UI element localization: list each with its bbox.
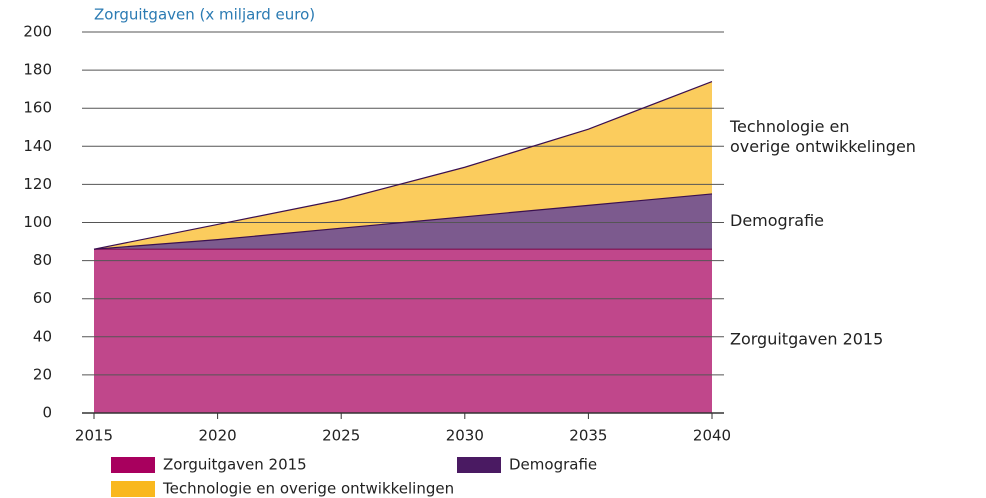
- legend-label: Technologie en overige ontwikkelingen: [162, 480, 454, 498]
- y-tick-label: 140: [23, 137, 52, 155]
- legend-swatch: [457, 457, 501, 473]
- area-edge: [93, 80, 713, 250]
- y-tick-label: 120: [23, 175, 52, 193]
- area: [94, 193, 712, 250]
- annotation: overige ontwikkelingen: [730, 137, 916, 156]
- area: [94, 81, 712, 250]
- legend-swatch: [111, 481, 155, 497]
- legend-label: Zorguitgaven 2015: [163, 456, 307, 474]
- legend-swatch: [111, 457, 155, 473]
- y-tick-label: 200: [23, 23, 52, 41]
- y-tick-label: 160: [23, 99, 52, 117]
- y-tick-label: 180: [23, 61, 52, 79]
- annotation: Zorguitgaven 2015: [730, 330, 883, 349]
- area: [94, 249, 712, 413]
- x-tick-label: 2035: [569, 427, 607, 445]
- y-tick-label: 0: [42, 404, 52, 422]
- y-tick-label: 100: [23, 213, 52, 231]
- y-tick-label: 20: [33, 365, 52, 383]
- x-tick-label: 2030: [446, 427, 484, 445]
- y-tick-label: 80: [33, 251, 52, 269]
- y-tick-label: 40: [33, 327, 52, 345]
- annotation: Demografie: [730, 211, 824, 230]
- legend-label: Demografie: [509, 456, 597, 474]
- annotation: Technologie en: [729, 117, 850, 136]
- x-tick-label: 2015: [75, 427, 113, 445]
- x-tick-label: 2025: [322, 427, 360, 445]
- area-edge: [93, 193, 713, 250]
- x-tick-label: 2020: [199, 427, 237, 445]
- chart-title: Zorguitgaven (x miljard euro): [94, 6, 315, 24]
- y-tick-label: 60: [33, 289, 52, 307]
- x-tick-label: 2040: [693, 427, 731, 445]
